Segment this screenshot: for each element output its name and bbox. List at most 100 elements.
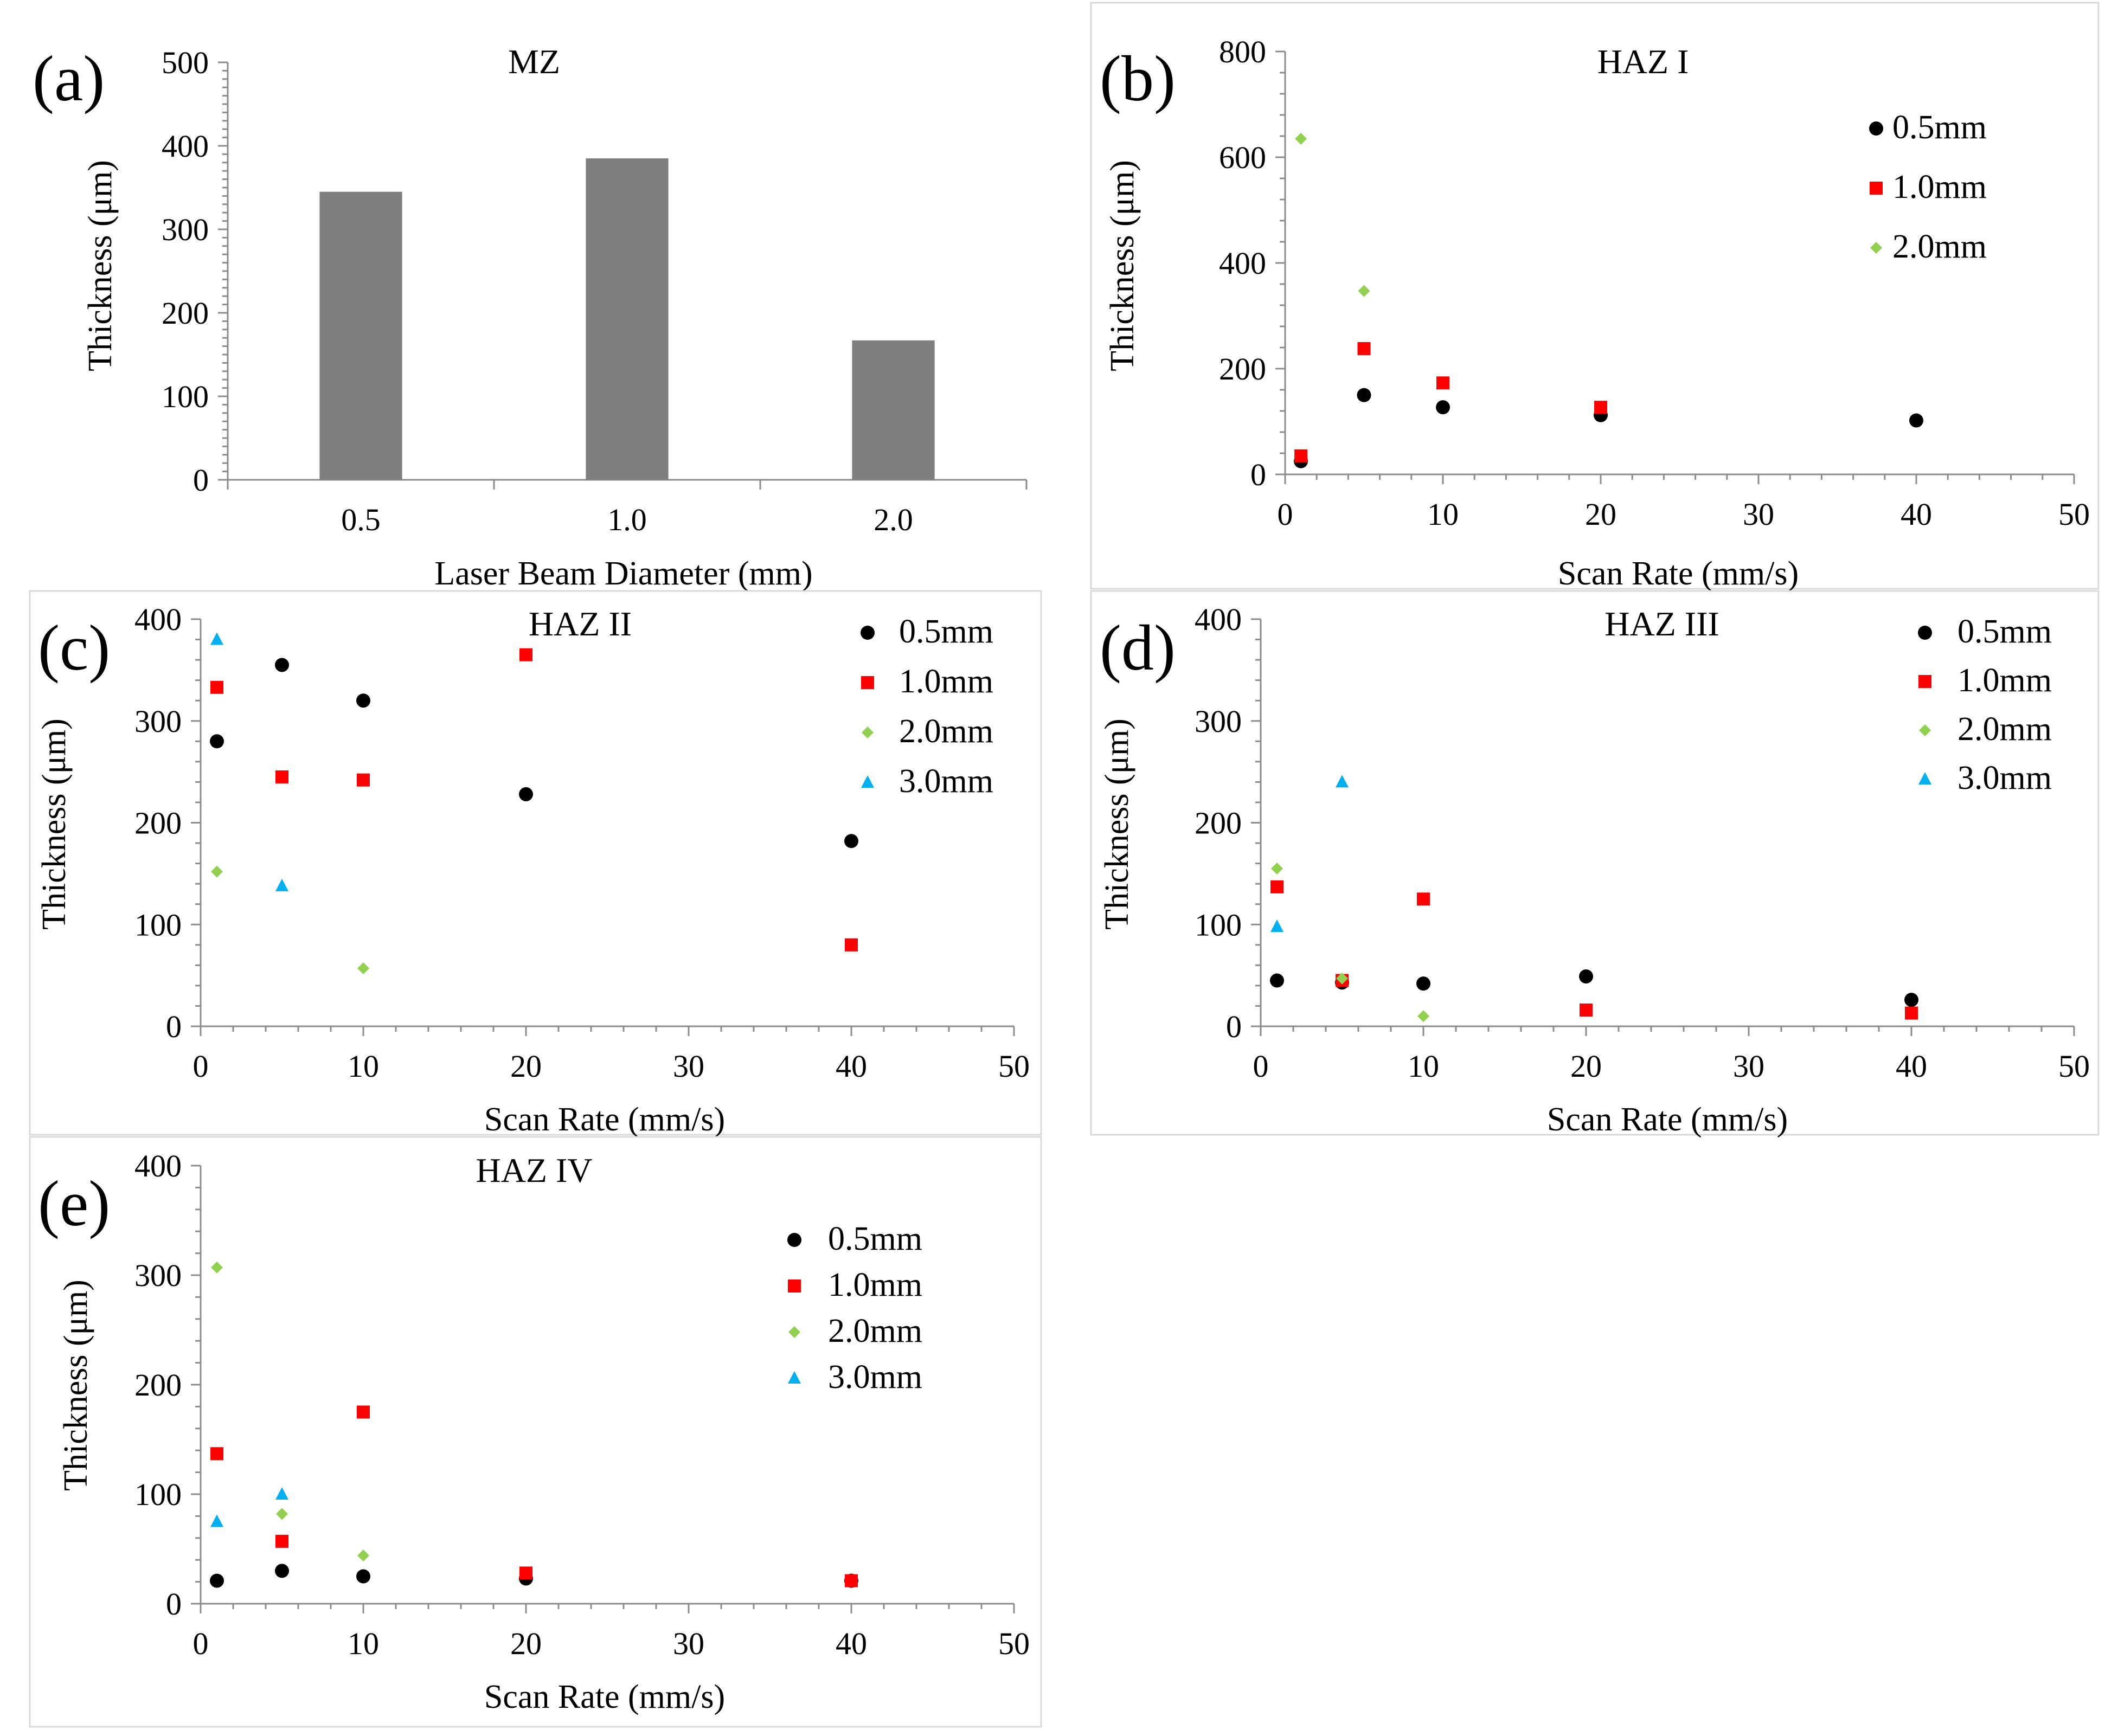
x-tick-label: 0	[1278, 497, 1293, 532]
data-point-2.0mm	[211, 865, 223, 878]
data-point-0.5mm	[1270, 973, 1284, 988]
legend-marker-2.0mm	[862, 726, 874, 738]
y-tick-label: 500	[162, 45, 209, 80]
x-tick-label: 2.0	[874, 502, 913, 537]
y-axis-label: Thickness (μm)	[82, 160, 119, 371]
data-point-3.0mm	[275, 878, 288, 891]
data-point-1.0mm	[1905, 1006, 1918, 1020]
data-point-1.0mm	[357, 773, 370, 787]
x-tick-label: 1.0	[607, 502, 647, 537]
data-point-1.0mm	[275, 1534, 288, 1548]
data-point-1.0mm	[1417, 892, 1430, 906]
x-axis-label: Scan Rate (mm/s)	[484, 1679, 725, 1715]
y-tick-label: 300	[134, 1258, 182, 1293]
y-tick-label: 200	[162, 295, 209, 331]
data-point-1.0mm	[1270, 880, 1283, 893]
y-tick-label: 0	[166, 1586, 182, 1622]
legend-marker-3.0mm	[788, 1371, 801, 1384]
chart-title: HAZ IV	[476, 1151, 592, 1190]
chart-title: HAZ III	[1604, 605, 1719, 643]
x-tick-label: 50	[2058, 1049, 2090, 1084]
legend-marker-2.0mm	[1870, 242, 1882, 254]
data-point-2.0mm	[276, 1508, 288, 1520]
data-point-1.0mm	[357, 1405, 370, 1419]
x-tick-label: 40	[836, 1049, 867, 1084]
x-tick-label: 30	[673, 1049, 704, 1084]
data-point-1.0mm	[210, 1447, 223, 1461]
legend-label: 3.0mm	[1957, 760, 2052, 796]
data-point-2.0mm	[1417, 1010, 1429, 1023]
x-tick-label: 10	[1427, 497, 1459, 532]
panel-label: (c)	[38, 612, 110, 684]
panel-b: (b) HAZ I 0 200 400 600 800 0 10 20 30 40 50 0.5mm 1.0…	[1090, 2, 2100, 592]
y-tick-label: 200	[134, 1367, 182, 1403]
data-point-1.0mm	[1357, 342, 1371, 355]
legend-label: 3.0mm	[828, 1359, 922, 1396]
data-point-0.5mm	[1904, 993, 1918, 1007]
y-tick-label: 0	[1226, 1009, 1242, 1044]
y-tick-label: 400	[162, 128, 209, 164]
data-point-0.5mm	[210, 1573, 224, 1588]
data-point-2.0mm	[1295, 132, 1307, 145]
data-point-3.0mm	[275, 1487, 288, 1500]
legend-marker-0.5mm	[787, 1233, 801, 1247]
legend-marker-1.0mm	[1870, 182, 1883, 195]
legend-label: 2.0mm	[1892, 228, 1987, 265]
y-tick-label: 200	[1195, 806, 1242, 841]
legend-label: 1.0mm	[828, 1266, 922, 1303]
legend-label: 2.0mm	[899, 713, 993, 750]
data-point-1.0mm	[1594, 401, 1607, 414]
data-point-1.0mm	[1294, 449, 1308, 462]
bar-2.0	[852, 340, 935, 480]
y-tick-label: 300	[134, 704, 182, 739]
legend-label: 0.5mm	[899, 613, 993, 650]
data-point-0.5mm	[1436, 400, 1450, 415]
panel-label: (b)	[1100, 42, 1176, 114]
y-tick-label: 100	[134, 907, 182, 942]
data-point-1.0mm	[845, 1574, 858, 1587]
x-tick-label: 10	[348, 1626, 379, 1661]
panel-label: (d)	[1100, 612, 1176, 684]
legend-marker-2.0mm	[1919, 724, 1931, 736]
data-point-0.5mm	[275, 658, 289, 672]
data-point-0.5mm	[356, 1569, 370, 1584]
data-point-2.0mm	[357, 1549, 369, 1562]
legend-label: 3.0mm	[899, 763, 993, 800]
legend-label: 1.0mm	[1892, 169, 1987, 205]
x-tick-label: 30	[673, 1626, 704, 1661]
panel-d: (d) HAZ III 0 100 200 300 400 0 10 20 30 40 50 0.5mm 1…	[1090, 590, 2100, 1138]
x-tick-label: 20	[1585, 497, 1616, 532]
y-axis-label: Thickness (μm)	[1104, 160, 1141, 371]
data-point-3.0mm	[1336, 775, 1349, 788]
data-point-2.0mm	[1358, 285, 1370, 297]
legend-marker-1.0mm	[861, 676, 874, 689]
data-point-1.0mm	[845, 938, 858, 951]
panel-label: (a)	[33, 42, 105, 114]
bar-0.5	[319, 191, 402, 480]
data-point-1.0mm	[210, 680, 223, 694]
legend-marker-1.0mm	[788, 1280, 801, 1293]
data-point-1.0mm	[1580, 1003, 1593, 1017]
y-tick-label: 400	[134, 602, 182, 637]
legend-marker-0.5mm	[861, 626, 875, 640]
chart-title: HAZ II	[529, 605, 632, 643]
x-tick-label: 10	[348, 1049, 379, 1084]
x-axis-label: Scan Rate (mm/s)	[1558, 555, 1799, 592]
y-tick-label: 200	[134, 806, 182, 841]
data-point-0.5mm	[519, 787, 533, 801]
legend-label: 0.5mm	[1892, 109, 1987, 146]
y-tick-label: 400	[1219, 246, 1266, 281]
y-tick-label: 600	[1219, 140, 1266, 175]
x-axis-label: Laser Beam Diameter (mm)	[434, 555, 812, 592]
chart-title: HAZ I	[1597, 42, 1689, 81]
data-point-0.5mm	[1416, 976, 1430, 991]
y-tick-label: 0	[1250, 457, 1266, 492]
panel-c: (c) HAZ II 0 100 200 300 400 0 10 20 30 40 50 0.5mm 1.…	[29, 590, 1042, 1138]
data-point-0.5mm	[1909, 413, 1923, 428]
data-point-0.5mm	[1357, 388, 1371, 402]
data-point-2.0mm	[211, 1261, 223, 1274]
data-point-0.5mm	[210, 734, 224, 749]
panel-a: (a) MZ 0 100 200 300 400 500 0.5 1.0 2.0 Laser Beam…	[33, 42, 1028, 592]
data-point-2.0mm	[1271, 862, 1283, 875]
